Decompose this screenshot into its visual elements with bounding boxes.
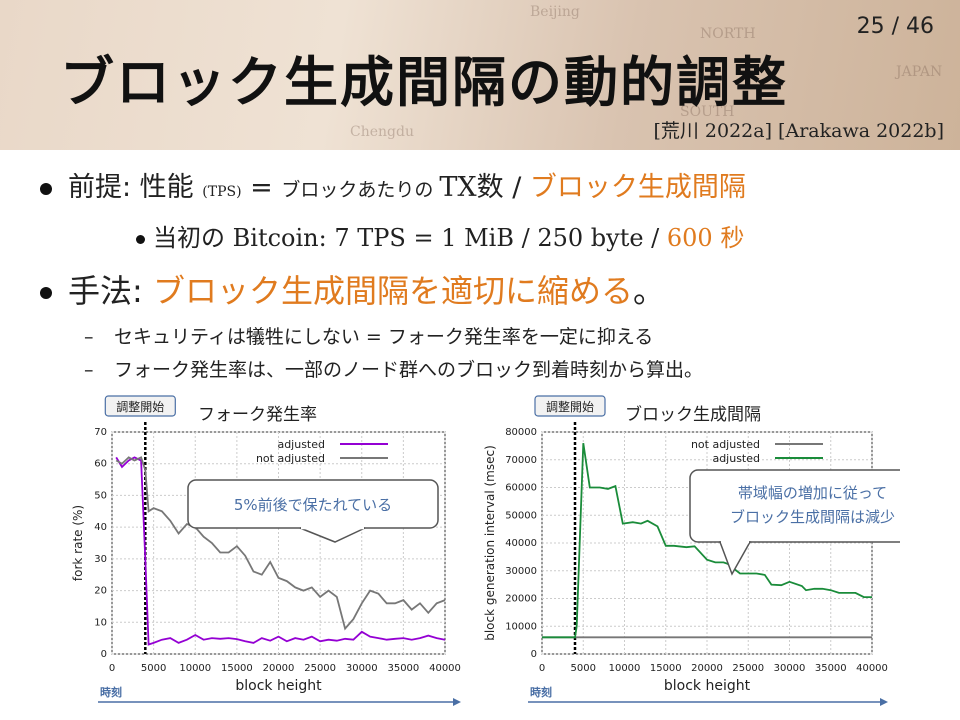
legend-label: not adjusted [691, 438, 760, 451]
per-block-label: ブロックあたりの [281, 179, 440, 201]
y-tick-label: 0 [531, 649, 537, 660]
y-tick-label: 40000 [505, 538, 537, 549]
x-tick-label: 5000 [571, 663, 596, 674]
bitcoin-prefix: 当初の [153, 224, 233, 252]
series-line-adjusted [115, 456, 446, 646]
x-tick-label: 10000 [609, 663, 641, 674]
x-tick-label: 40000 [429, 663, 461, 674]
y-tick-label: 10 [94, 617, 107, 628]
x-axis-label: block height [664, 678, 751, 694]
callout-text: ブロック生成間隔は減少 [730, 508, 895, 526]
y-tick-label: 70000 [505, 455, 537, 466]
x-tick-label: 40000 [856, 663, 888, 674]
method-emphasis: ブロック生成間隔を適切に縮める [152, 272, 633, 310]
x-tick-label: 15000 [650, 663, 682, 674]
bullet-bitcoin: 当初の Bitcoin: 7 TPS = 1 MiB / 250 byte / … [136, 218, 744, 253]
map-label: Beijing [530, 4, 580, 20]
adjust-start-box [534, 395, 606, 417]
y-tick-label: 30000 [505, 566, 537, 577]
y-tick-label: 20 [94, 586, 107, 597]
x-tick-label: 35000 [387, 663, 419, 674]
legend-label: adjusted [712, 452, 760, 465]
bitcoin-formula: Bitcoin: 7 TPS = 1 MiB / 250 byte / [232, 224, 667, 252]
map-label: NORTH [700, 26, 756, 42]
y-tick-label: 70 [94, 427, 107, 438]
series-line-not-adjusted [115, 456, 446, 631]
x-tick-label: 30000 [774, 663, 806, 674]
x-tick-label: 15000 [221, 663, 253, 674]
bullet-premise: 前提: 性能 (TPS) = ブロックあたりの TX数 / ブロック生成間隔 [40, 165, 746, 204]
premise-emphasis: ブロック生成間隔 [529, 172, 746, 203]
sub-bullet-text: フォーク発生率は、一部のノード群へのブロック到着時刻から算出。 [114, 359, 704, 381]
bullet-dot-icon [136, 234, 145, 244]
y-tick-label: 50 [94, 490, 107, 501]
legend-label: not adjusted [256, 452, 325, 465]
y-tick-label: 60 [94, 459, 107, 470]
bullet-dot-icon [40, 287, 52, 299]
map-label: Chengdu [350, 124, 414, 140]
x-tick-label: 25000 [304, 663, 336, 674]
map-label: JAPAN [896, 64, 943, 80]
callout-text: 5%前後で保たれている [234, 496, 392, 514]
y-tick-label: 30 [94, 554, 107, 565]
x-tick-label: 10000 [179, 663, 211, 674]
chart-title: フォーク発生率 [198, 405, 317, 425]
y-axis-label: fork rate (%) [71, 505, 85, 581]
slide-title: ブロック生成間隔の動的調整 [60, 51, 788, 114]
series-line-adjusted [542, 442, 872, 639]
x-tick-label: 25000 [732, 663, 764, 674]
bullet-dot-icon [40, 182, 52, 195]
x-tick-label: 5000 [141, 663, 166, 674]
time-label: 時刻 [530, 685, 552, 699]
adjust-start-label: 調整開始 [116, 399, 164, 414]
sub-bullet-fork-rate: – フォーク発生率は、一部のノード群へのブロック到着時刻から算出。 [84, 359, 704, 381]
time-arrow-icon [453, 698, 461, 706]
count-label: 数 / [476, 172, 530, 203]
x-tick-label: 20000 [691, 663, 723, 674]
callout-box [689, 469, 900, 543]
y-tick-label: 10000 [505, 621, 537, 632]
adjust-start-label: 調整開始 [546, 399, 594, 414]
tx-label: TX [439, 172, 477, 203]
method-label: 手法: [68, 272, 153, 310]
legend-label: adjusted [277, 438, 325, 451]
y-tick-label: 20000 [505, 594, 537, 605]
chart-title: ブロック生成間隔 [625, 404, 761, 425]
header-banner: Beijing NORTH JAPAN SOUTH Chengdu 25 / 4… [0, 0, 960, 150]
equals-sign: = [241, 172, 282, 203]
fork-rate-chart: 0 5000 10000 15000 20000 25000 30000 35000 40000… [71, 395, 461, 706]
y-axis-label: block generation interval (msec) [483, 445, 497, 641]
block-interval-chart: 0 5000 10000 15000 20000 25000 30000 35000 40000… [483, 395, 900, 706]
y-tick-label: 60000 [505, 483, 537, 494]
bitcoin-interval: 600 秒 [666, 224, 745, 252]
map-label: SOUTH [680, 104, 735, 120]
x-tick-label: 0 [539, 663, 545, 674]
y-tick-label: 50000 [505, 510, 537, 521]
method-period: 。 [632, 272, 665, 310]
x-axis-label: block height [235, 678, 322, 694]
callout-text: 帯域幅の増加に従って [738, 484, 887, 502]
bullet-method: 手法: ブロック生成間隔を適切に縮める。 [40, 266, 665, 312]
references: [荒川 2022a] [Arakawa 2022b] [653, 120, 944, 142]
sub-bullet-text: セキュリティは犠牲にしない = フォーク発生率を一定に抑える [114, 326, 654, 348]
y-tick-label: 40 [94, 522, 107, 533]
x-tick-label: 35000 [815, 663, 847, 674]
sub-bullet-security: – セキュリティは犠牲にしない = フォーク発生率を一定に抑える [84, 326, 654, 348]
x-tick-label: 20000 [263, 663, 295, 674]
tps-label: (TPS) [202, 184, 242, 200]
premise-label: 前提: 性能 [68, 172, 203, 203]
time-arrow-icon [880, 698, 888, 706]
time-label: 時刻 [100, 685, 122, 699]
page-number: 25 / 46 [856, 14, 934, 39]
x-tick-label: 30000 [346, 663, 378, 674]
y-tick-label: 0 [101, 649, 107, 660]
adjust-start-box [104, 395, 176, 417]
y-tick-label: 80000 [505, 427, 537, 438]
x-tick-label: 0 [109, 663, 115, 674]
